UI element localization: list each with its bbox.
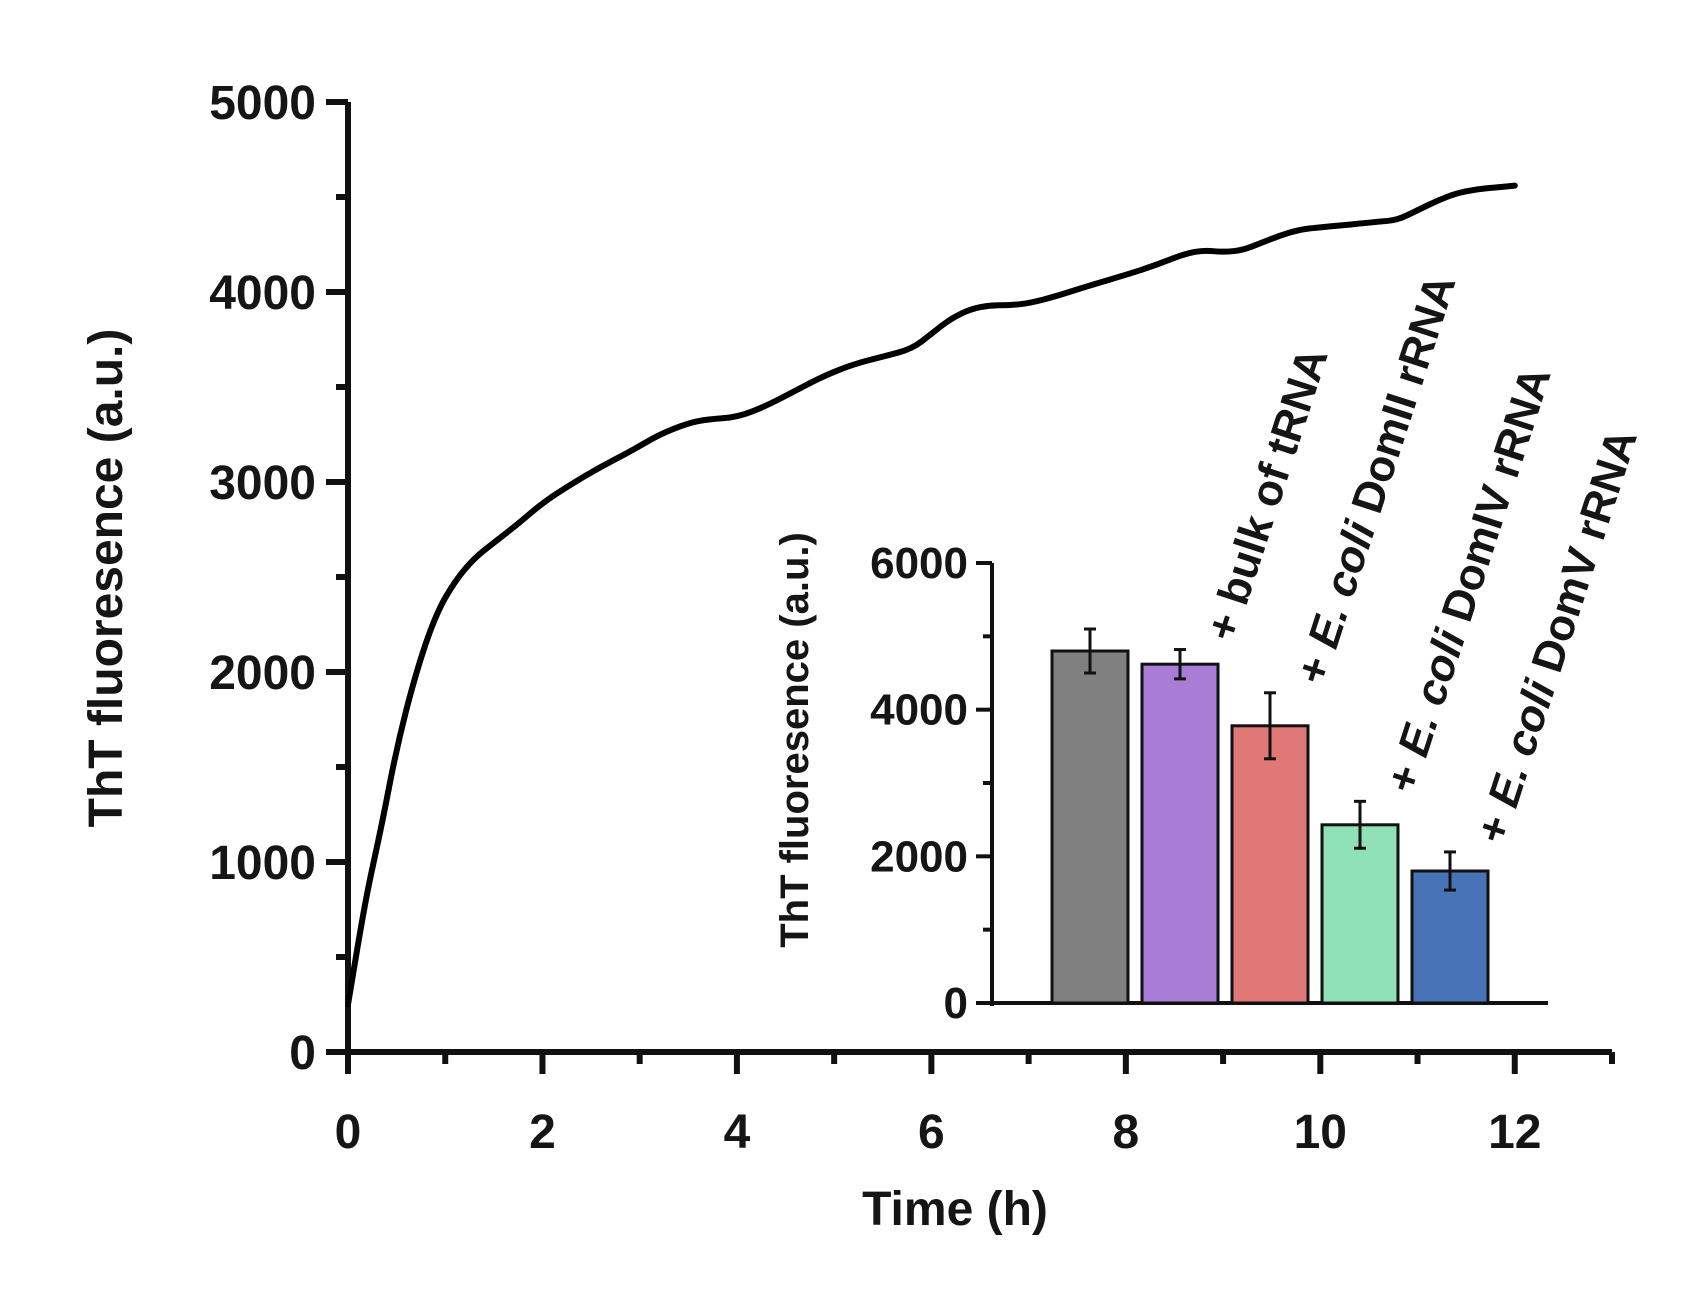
inset-bar [1050,649,1130,1005]
main-y-axis-title: ThT fluoresence (a.u.) [80,329,133,828]
inset-bar-label-part: DomV rRNA [1519,423,1647,689]
main-x-tick-label: 0 [335,1106,362,1159]
inset-bar [1320,823,1400,1005]
inset-y-tick-label: 2000 [870,832,968,881]
inset-bar-label-part: DomIV rRNA [1429,361,1561,639]
inset-bar-label-part: E. coli [1389,623,1476,762]
main-x-tick-label: 8 [1112,1106,1139,1159]
inset-y-tick-label: 4000 [870,686,968,735]
main-x-tick-label: 4 [724,1106,751,1159]
main-x-axis-title: Time (h) [862,1183,1048,1236]
main-y-tick-label: 3000 [209,457,316,510]
main-y-tick-label: 1000 [209,837,316,890]
inset-bar-label-part: E. coli [1479,674,1566,813]
inset-bar [1230,724,1310,1005]
inset-bar-label-part: DomII rRNA [1339,269,1466,531]
main-y-tick-label: 0 [289,1027,316,1080]
inset-y-tick-label: 0 [944,979,968,1028]
main-data-line [345,182,1518,1008]
main-x-tick-label: 10 [1294,1106,1347,1159]
main-y-tick-label: 2000 [209,647,316,700]
inset-bar [1410,869,1490,1005]
main-line-chart: 0 1000 2000 3000 4000 5000 0 2 4 6 8 10 12 Time (h) Th… [80,77,1615,1236]
main-y-tick-label: 5000 [209,77,316,130]
main-x-tick-label: 6 [918,1106,945,1159]
main-x-tick-label: 12 [1488,1106,1541,1159]
main-x-tick-label: 2 [529,1106,556,1159]
inset-bar [1140,662,1220,1005]
inset-y-tick-label: 6000 [870,539,968,588]
inset-bar-label-part: E. coli [1299,515,1386,654]
main-y-tick-label: 4000 [209,267,316,320]
inset-y-axis-title: ThT fluoresence (a.u.) [773,532,817,948]
